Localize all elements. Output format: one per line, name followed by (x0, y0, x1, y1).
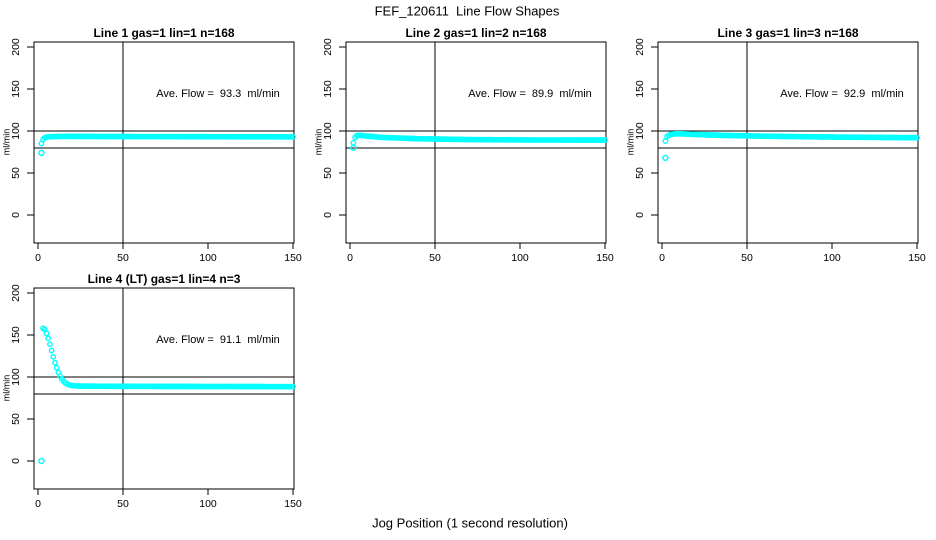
panel-4-title: Line 4 (LT) gas=1 lin=4 n=3 (87, 272, 241, 286)
outlier-point (350, 144, 357, 152)
y-tick-label: 0 (322, 212, 334, 218)
y-tick-label: 200 (10, 284, 22, 302)
x-tick-label: 150 (284, 252, 302, 264)
x-axis-label: Jog Position (1 second resolution) (372, 515, 568, 531)
data-point (53, 364, 60, 371)
x-tick-label: 0 (659, 252, 665, 264)
y-tick-label: 0 (10, 212, 22, 218)
data-point (43, 330, 50, 337)
panel-line-1: 0 50 100 150 200 0 50 100 150 ml/min Line 1 gas=1… (0, 18, 312, 270)
data-point (290, 383, 296, 390)
data-point (48, 347, 55, 354)
flow-plot-svg: 0 50 100 150 200 0 50 100 150 ml/min (313, 38, 614, 264)
panel-line-3: 0 50 100 150 200 0 50 100 150 ml/min Line 3 gas=1… (624, 18, 936, 270)
panel-4-avg-flow-annotation: Ave. Flow = 91.1 ml/min (156, 334, 280, 346)
y-tick-label: 150 (634, 80, 646, 98)
x-tick-label: 50 (429, 252, 441, 264)
y-axis-title: ml/min (313, 129, 323, 156)
plot-box (657, 41, 919, 244)
x-tick-label: 150 (908, 252, 926, 264)
x-tick-label: 0 (347, 252, 353, 264)
x-tick-label: 50 (117, 498, 129, 510)
y-tick-label: 200 (634, 38, 646, 56)
figure-title: FEF_120611 Line Flow Shapes (374, 3, 560, 19)
y-tick-label: 0 (634, 212, 646, 218)
panel-3-avg-flow-annotation: Ave. Flow = 92.9 ml/min (780, 88, 904, 100)
x-tick-label: 100 (199, 498, 217, 510)
data-point (602, 137, 608, 143)
data-point (50, 353, 57, 360)
y-tick-label: 100 (322, 122, 334, 140)
y-axis-title: ml/min (1, 129, 11, 156)
x-tick-label: 0 (35, 252, 41, 264)
data-point (47, 341, 53, 348)
panel-2-title: Line 2 gas=1 lin=2 n=168 (405, 26, 547, 40)
y-tick-label: 0 (10, 458, 22, 464)
outlier-point (662, 154, 669, 162)
y-tick-label: 100 (634, 122, 646, 140)
y-tick-label: 100 (10, 368, 22, 386)
y-tick-label: 150 (322, 80, 334, 98)
y-tick-label: 150 (10, 326, 22, 344)
panel-1-title: Line 1 gas=1 lin=1 n=168 (93, 26, 235, 40)
x-tick-label: 100 (199, 252, 217, 264)
panel-line-2: 0 50 100 150 200 0 50 100 150 ml/min Line 2 gas=1… (312, 18, 624, 270)
data-point (52, 359, 58, 366)
x-tick-label: 50 (117, 252, 129, 264)
y-axis-title: ml/min (625, 129, 635, 156)
plot-box (33, 41, 295, 244)
panel-1-avg-flow-annotation: Ave. Flow = 93.3 ml/min (156, 88, 280, 100)
x-tick-label: 150 (596, 252, 614, 264)
outlier-point (38, 457, 45, 465)
flow-plot-svg: 0 50 100 150 200 0 50 100 150 ml/min (625, 38, 926, 264)
x-tick-label: 150 (284, 498, 302, 510)
x-tick-label: 100 (511, 252, 529, 264)
data-point (45, 335, 52, 342)
y-tick-label: 100 (10, 122, 22, 140)
y-tick-label: 50 (634, 167, 646, 179)
x-tick-label: 100 (823, 252, 841, 264)
x-tick-label: 0 (35, 498, 41, 510)
y-tick-label: 150 (10, 80, 22, 98)
panel-3-title: Line 3 gas=1 lin=3 n=168 (717, 26, 859, 40)
y-tick-label: 200 (322, 38, 334, 56)
y-tick-label: 50 (322, 167, 334, 179)
x-tick-label: 50 (741, 252, 753, 264)
panel-2-avg-flow-annotation: Ave. Flow = 89.9 ml/min (468, 88, 592, 100)
flow-plot-svg: 0 50 100 150 200 0 50 100 150 ml/min (1, 38, 302, 264)
y-axis-title: ml/min (1, 375, 11, 402)
y-tick-label: 200 (10, 38, 22, 56)
data-point (350, 139, 357, 146)
data-point (662, 138, 669, 144)
flow-plot-svg: 0 50 100 150 200 0 50 100 150 ml/min (1, 284, 302, 510)
outlier-point (38, 149, 45, 157)
y-tick-label: 50 (10, 167, 22, 179)
panel-line-4: 0 50 100 150 200 0 50 100 150 ml/min Line 4 (LT) … (0, 264, 312, 516)
data-point (290, 133, 296, 140)
data-point (914, 134, 920, 141)
y-tick-label: 50 (10, 413, 22, 425)
